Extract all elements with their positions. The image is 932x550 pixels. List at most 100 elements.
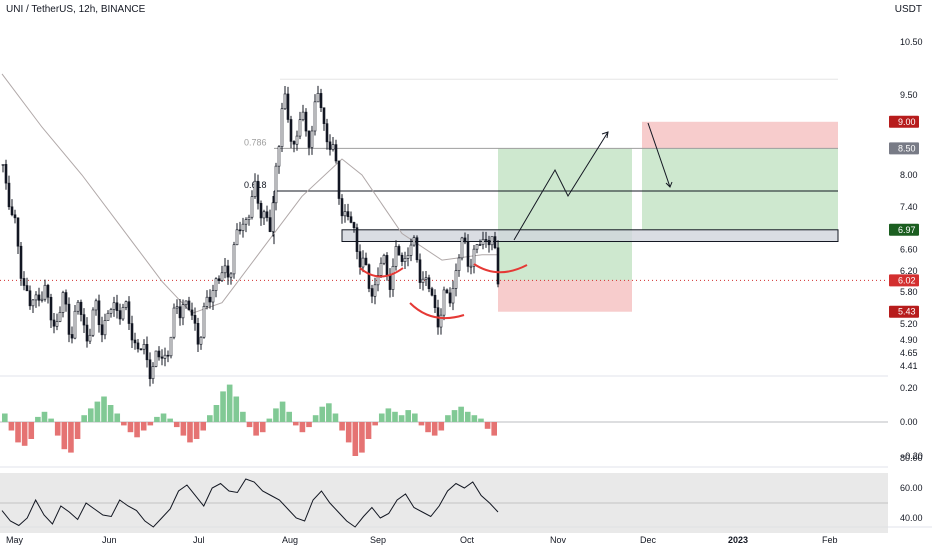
candle	[193, 315, 197, 324]
time-axis-label: Dec	[640, 535, 657, 545]
candle	[487, 240, 491, 246]
candle	[352, 222, 356, 228]
time-axis-label: Jul	[193, 535, 205, 545]
candle	[160, 356, 164, 359]
candle	[10, 206, 14, 216]
macd-histogram-bar	[226, 384, 233, 422]
candle	[4, 164, 8, 184]
candle	[301, 111, 305, 121]
macd-histogram-bar	[279, 401, 286, 422]
projection-arrow-down	[647, 122, 671, 188]
candle	[388, 274, 392, 290]
candle	[259, 203, 263, 219]
price-label-text: 8.50	[898, 143, 916, 153]
candle	[262, 211, 266, 219]
candle	[112, 302, 116, 310]
short-stop-zone	[642, 121, 838, 149]
candle	[133, 339, 137, 344]
candle	[265, 211, 269, 218]
candle	[178, 306, 182, 319]
macd-histogram-bar	[464, 411, 471, 422]
price-label-text: 5.43	[898, 307, 916, 317]
time-axis-label: May	[6, 535, 24, 545]
candle	[256, 180, 260, 204]
candle	[373, 284, 377, 297]
macd-histogram-bar	[326, 403, 332, 422]
candle	[22, 278, 26, 286]
macd-histogram-bar	[121, 422, 127, 426]
candle	[370, 288, 374, 297]
candles	[1, 85, 500, 387]
macd-histogram-bar	[445, 415, 451, 422]
candle	[241, 223, 245, 231]
candle	[274, 165, 278, 204]
short-profit-zone	[642, 148, 838, 230]
price-axis-label: 4.41	[900, 361, 918, 371]
candle	[169, 336, 173, 357]
macd-histogram-bar	[431, 422, 438, 436]
macd-histogram-bar	[160, 413, 167, 422]
candle	[202, 306, 206, 338]
macd-histogram-bar	[418, 422, 425, 426]
candle	[154, 350, 158, 367]
candle	[298, 119, 302, 137]
candle	[229, 273, 233, 278]
projection-arrow-up	[513, 131, 609, 241]
candle	[16, 217, 20, 247]
candle	[232, 244, 236, 275]
resistance-zone	[341, 229, 839, 243]
candle	[367, 264, 371, 289]
candle	[97, 300, 101, 326]
candle	[49, 296, 53, 321]
candle	[364, 257, 368, 265]
candle	[46, 284, 50, 298]
macd-histogram-bar	[213, 405, 220, 422]
candle	[295, 135, 299, 145]
candle	[286, 93, 290, 120]
price-label-box	[889, 223, 919, 236]
macd-histogram-bar	[438, 422, 445, 431]
candle	[496, 247, 500, 285]
macd-histogram-bar	[385, 408, 392, 422]
candle	[400, 254, 404, 262]
candle	[175, 306, 179, 309]
candle	[433, 294, 437, 308]
arrow-head	[665, 181, 673, 188]
candle	[445, 289, 449, 294]
candle	[313, 101, 317, 132]
candle	[211, 290, 215, 303]
candle	[196, 323, 200, 345]
candle	[70, 334, 74, 339]
price-axis-label: 4.65	[900, 348, 918, 358]
candle	[91, 309, 95, 336]
candle	[466, 241, 470, 267]
macd-histogram-bar	[345, 422, 352, 443]
candle	[205, 296, 209, 307]
candle	[409, 244, 413, 256]
macd-histogram-bar	[365, 422, 372, 439]
macd-histogram-bar	[94, 401, 101, 422]
candle	[103, 320, 107, 336]
candle	[319, 93, 323, 109]
rsi-axis-label: 60.00	[900, 483, 923, 493]
candle	[247, 216, 251, 220]
candle	[340, 198, 344, 217]
candle	[139, 348, 143, 351]
candle	[439, 314, 443, 328]
long-profit-zone	[498, 148, 632, 281]
macd-histogram-bar	[127, 422, 134, 433]
macd-histogram-bar	[240, 411, 246, 422]
macd-histogram-bar	[253, 422, 259, 436]
macd-axis-label: 0.00	[900, 417, 918, 427]
candle	[235, 229, 239, 246]
candle	[454, 270, 458, 289]
candle	[379, 262, 383, 276]
macd-histogram-bar	[378, 413, 385, 422]
candle	[307, 130, 311, 148]
macd-histogram-bar	[292, 422, 299, 426]
candle	[415, 237, 419, 261]
candle	[214, 278, 218, 291]
time-axis-label: Oct	[460, 535, 475, 545]
macd-histogram-bar	[332, 413, 339, 422]
